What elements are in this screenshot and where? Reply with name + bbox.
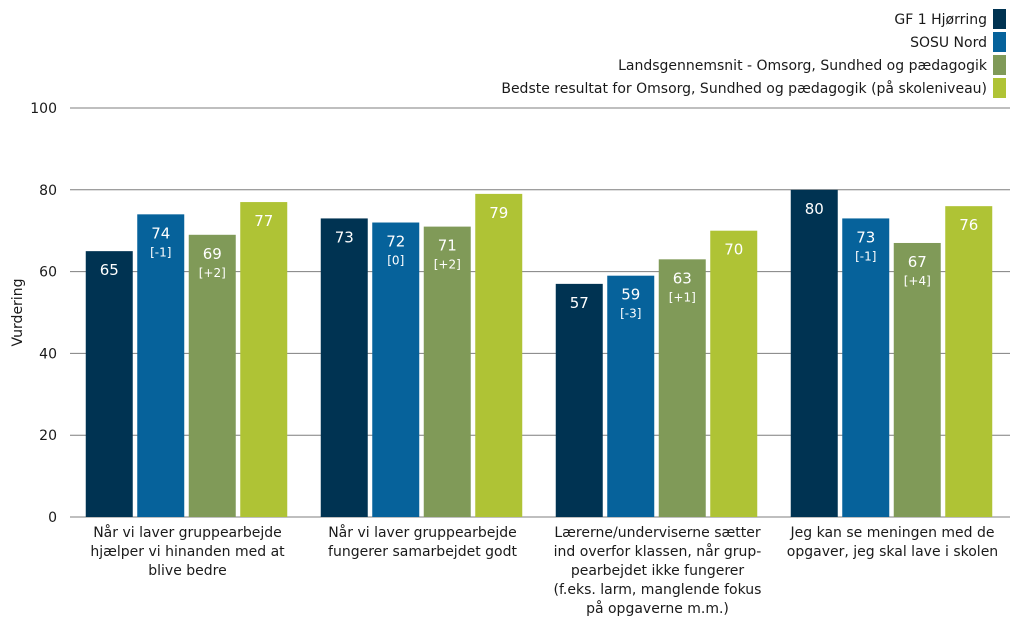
data-label: 67	[908, 253, 927, 271]
bar	[791, 190, 838, 517]
diff-label: [-1]	[150, 245, 171, 259]
legend-entry: Bedste resultat for Omsorg, Sundhed og p…	[501, 80, 987, 97]
diff-label: [+1]	[669, 290, 696, 304]
data-label: 59	[621, 286, 640, 304]
diff-label: [0]	[387, 254, 404, 268]
diff-label: [+4]	[904, 274, 931, 288]
x-category-label: fungerer samarbejdet godt	[328, 544, 517, 560]
x-category-label: pearbejdet ikke fungerer	[571, 563, 745, 579]
data-label: 74	[151, 224, 170, 242]
x-category-label: Jeg kan se meningen med de	[790, 525, 995, 541]
diff-label: [+2]	[199, 266, 226, 280]
bar	[137, 214, 184, 517]
data-label: 73	[856, 228, 875, 246]
data-label: 57	[570, 294, 589, 312]
legend-entry: SOSU Nord	[910, 35, 987, 51]
data-label: 77	[254, 212, 273, 230]
data-label: 76	[959, 216, 978, 234]
data-label: 80	[805, 200, 824, 218]
x-category-label: blive bedre	[148, 563, 226, 579]
x-category-label: Når vi laver gruppearbejde	[93, 524, 282, 541]
data-label: 79	[489, 204, 508, 222]
x-category-label: opgaver, jeg skal lave i skolen	[787, 544, 998, 560]
y-tick-label: 60	[39, 265, 57, 281]
legend-swatch	[993, 78, 1006, 98]
data-label: 72	[386, 233, 405, 251]
legend-entry: GF 1 Hjørring	[894, 12, 987, 28]
x-category-label: Lærerne/underviserne sætter	[554, 525, 760, 541]
bar	[710, 231, 757, 517]
bar	[321, 218, 368, 517]
x-category-label: ind overfor klassen, når grup-	[554, 543, 762, 560]
data-label: 69	[203, 245, 222, 263]
bar	[945, 206, 992, 517]
legend-entry: Landsgennemsnit - Omsorg, Sundhed og pæd…	[618, 58, 988, 74]
legend-swatch	[993, 9, 1006, 29]
y-tick-label: 40	[39, 346, 57, 362]
y-tick-label: 20	[39, 428, 57, 444]
data-label: 73	[335, 228, 354, 246]
bar	[556, 284, 603, 517]
data-label: 65	[100, 261, 119, 279]
y-tick-label: 0	[48, 510, 57, 526]
y-tick-label: 100	[30, 101, 57, 117]
data-label: 63	[673, 269, 692, 287]
diff-label: [-1]	[855, 249, 876, 263]
bar	[240, 202, 287, 517]
x-category-label: hjælper vi hinanden med at	[90, 544, 285, 560]
diff-label: [+2]	[434, 258, 461, 272]
legend-swatch	[993, 55, 1006, 75]
bar	[86, 251, 133, 517]
data-label: 71	[438, 237, 457, 255]
y-tick-label: 80	[39, 183, 57, 199]
legend-swatch	[993, 32, 1006, 52]
bar	[475, 194, 522, 517]
y-axis-title: Vurdering	[10, 279, 26, 347]
x-category-label: (f.eks. larm, manglende fokus	[554, 582, 762, 598]
x-category-label: Når vi laver gruppearbejde	[328, 524, 517, 541]
x-category-label: på opgaverne m.m.)	[586, 600, 729, 617]
diff-label: [-3]	[620, 307, 641, 321]
data-label: 70	[724, 241, 743, 259]
